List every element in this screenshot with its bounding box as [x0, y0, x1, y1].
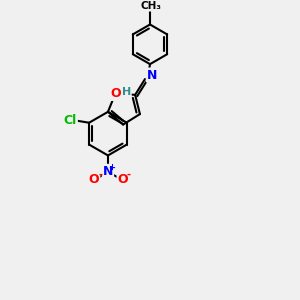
- Text: Cl: Cl: [64, 114, 77, 127]
- Text: +: +: [108, 163, 116, 172]
- Text: H: H: [122, 87, 131, 97]
- Text: N: N: [103, 165, 113, 178]
- Text: -: -: [127, 169, 131, 179]
- Text: CH₃: CH₃: [140, 1, 161, 11]
- Text: O: O: [110, 87, 121, 100]
- Text: O: O: [89, 173, 99, 186]
- Text: O: O: [118, 173, 128, 186]
- Text: N: N: [147, 68, 157, 82]
- Text: -: -: [98, 169, 102, 179]
